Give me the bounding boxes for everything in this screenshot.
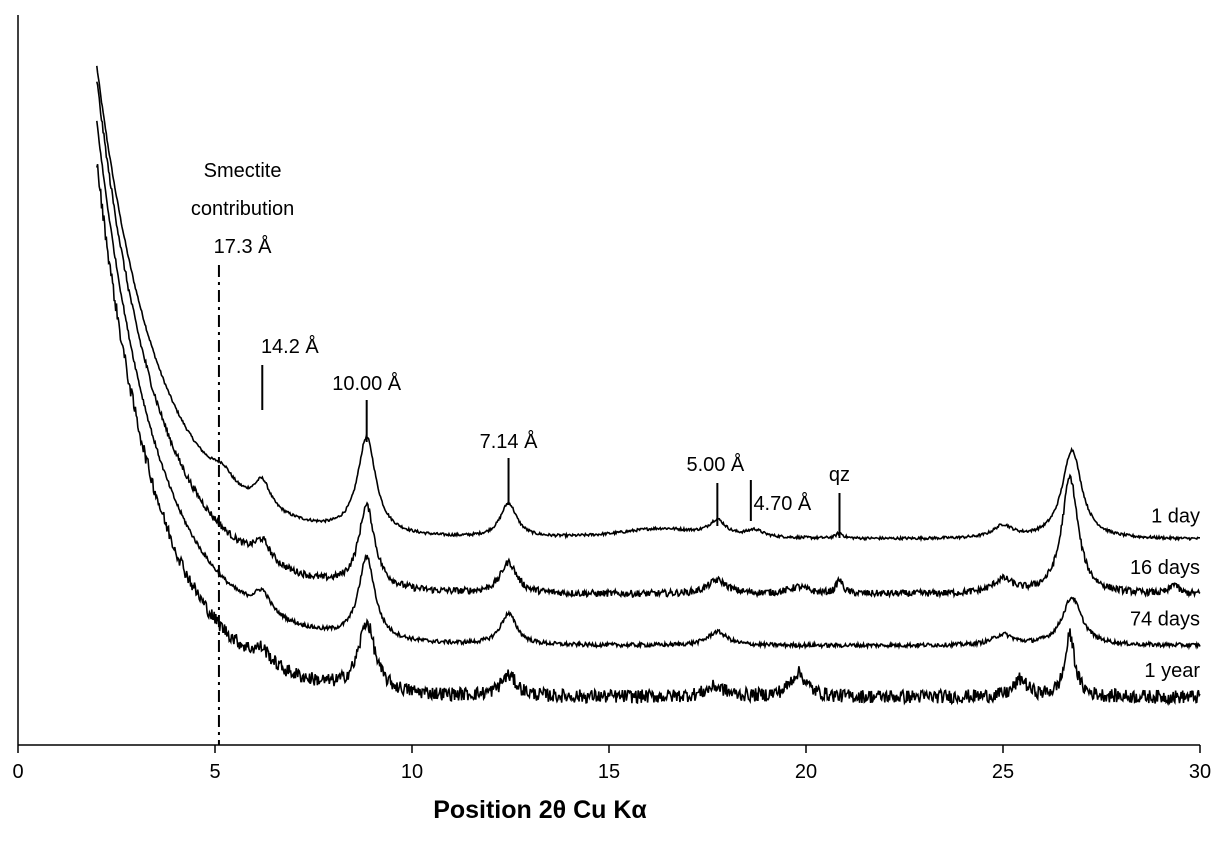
series-layer: 1 day 16 days 74 days 1 year [96,65,1201,706]
peak-annotation: 5.00 Å [686,453,744,476]
peak-annotation: 14.2 Å [261,335,319,358]
series-label: 74 days [1130,608,1200,630]
peak-annotation: qz [829,464,850,486]
x-tick-label: 15 [598,761,620,783]
x-tick-label: 5 [209,761,220,783]
series-label: 1 year [1144,660,1200,682]
peak-annotation: 10.00 Å [332,372,402,395]
series-label: 1 day [1151,506,1200,528]
x-tick-label: 20 [795,761,817,783]
x-tick-label: 25 [992,761,1014,783]
x-tick-label: 10 [401,761,423,783]
smectite-label-line2: contribution [191,198,294,220]
series-line [96,164,1201,706]
series-line [96,120,1201,651]
annotation-layer: 17.3 Å 14.2 Å 10.00 Å 7.14 Å 5.00 Å 4.70 Å qz S… [191,160,850,745]
peak-annotation: 17.3 Å [214,235,272,258]
x-axis-label: Position 2θ Cu Kα [433,796,647,824]
peak-annotation: 4.70 Å [753,492,811,515]
x-tick-label: 30 [1189,761,1211,783]
axes: 0 5 10 15 20 25 30 [12,15,1211,783]
series-label: 16 days [1130,557,1200,579]
peak-annotation: 7.14 Å [480,430,538,453]
series-line [96,65,1200,543]
smectite-label-line1: Smectite [204,160,282,182]
x-tick-label: 0 [12,761,23,783]
series-line [96,81,1201,599]
